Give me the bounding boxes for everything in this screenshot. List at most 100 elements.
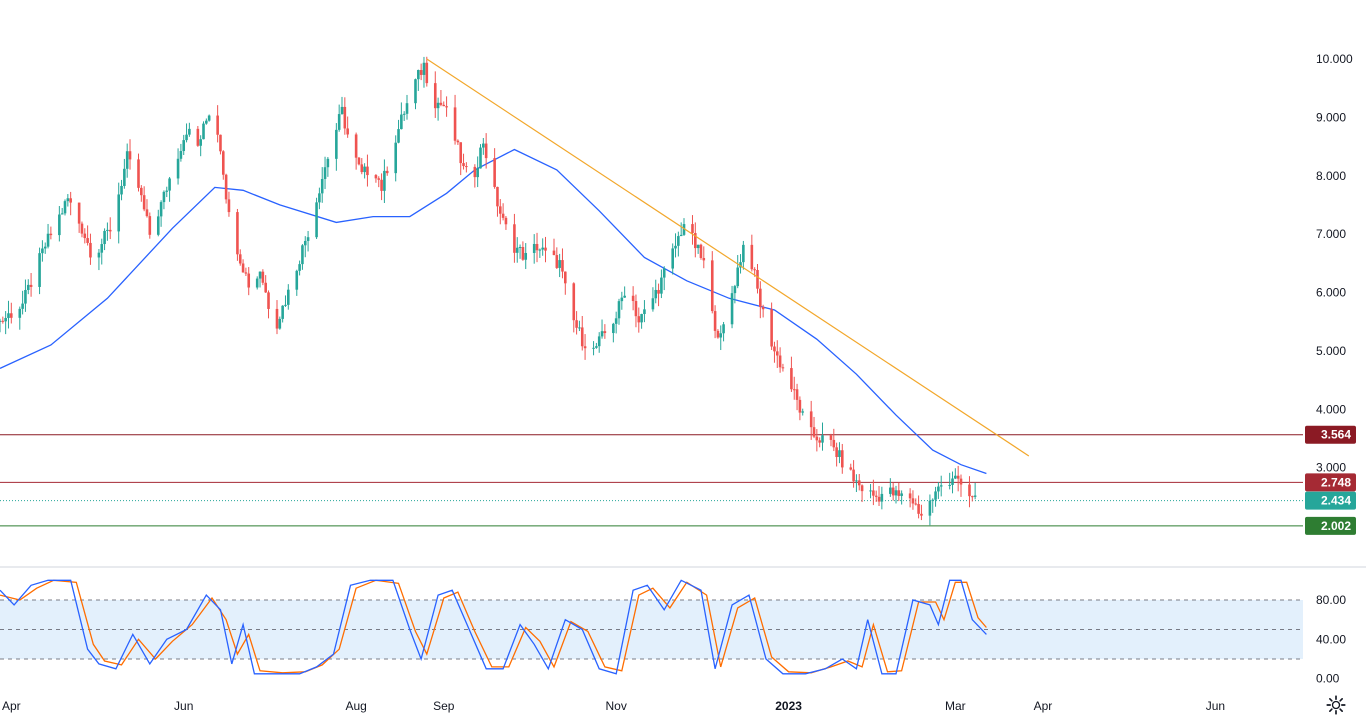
candle[interactable] [637,316,641,323]
price-axis[interactable]: 10.000 9.000 8.000 7.000 6.000 5.000 4.000 3.00… [1316,52,1353,475]
candle[interactable] [188,128,191,135]
candle[interactable] [597,336,601,347]
candle[interactable] [462,163,465,167]
candle[interactable] [914,503,918,505]
candle[interactable] [185,134,188,141]
candle[interactable] [739,262,742,268]
candle[interactable] [535,243,539,251]
candle[interactable] [261,271,265,283]
candle[interactable] [696,244,700,249]
candle[interactable] [662,268,666,278]
candle[interactable] [216,115,219,135]
trendline[interactable] [426,58,1030,457]
candle[interactable] [106,229,109,231]
candle[interactable] [168,178,171,191]
candle[interactable] [781,367,785,369]
candle[interactable] [614,318,618,324]
candle[interactable] [4,317,7,322]
candle[interactable] [623,295,626,298]
candle[interactable] [538,249,542,251]
candle[interactable] [894,490,898,496]
candle[interactable] [117,194,121,232]
candle[interactable] [521,247,525,260]
candle[interactable] [363,166,366,173]
candle[interactable] [561,260,564,272]
candle[interactable] [792,389,796,391]
candle[interactable] [405,103,409,114]
candle[interactable] [255,278,259,288]
candle[interactable] [402,113,406,115]
candle[interactable] [759,288,762,308]
candle[interactable] [524,252,528,260]
candle[interactable] [931,499,935,501]
candle[interactable] [148,216,152,235]
candle[interactable] [108,229,112,232]
candle[interactable] [219,134,222,152]
candle[interactable] [414,79,417,104]
candle[interactable] [869,490,872,492]
candle[interactable] [634,301,638,317]
candle[interactable] [849,467,853,470]
candle[interactable] [660,277,663,294]
candle[interactable] [275,308,279,329]
candle[interactable] [456,140,460,143]
candle[interactable] [733,286,737,294]
candle[interactable] [959,478,963,485]
candle[interactable] [284,304,287,306]
candle[interactable] [60,213,64,215]
candle[interactable] [425,62,429,84]
candle[interactable] [10,313,13,318]
candle[interactable] [855,480,858,482]
candle[interactable] [860,485,864,492]
candle[interactable] [891,487,895,496]
candle[interactable] [343,106,347,129]
candle[interactable] [702,257,706,261]
oscillator-axis[interactable]: 80.00 40.00 0.00 [1316,593,1346,686]
candle[interactable] [971,496,974,498]
candle[interactable] [238,254,242,264]
candle[interactable] [544,247,547,251]
candle[interactable] [691,224,694,234]
candle[interactable] [63,201,67,214]
candle[interactable] [159,202,163,217]
candle[interactable] [267,292,270,309]
candle[interactable] [934,491,937,500]
candle[interactable] [575,320,578,328]
candle[interactable] [592,347,595,349]
candle[interactable] [874,495,878,497]
candle[interactable] [18,308,22,318]
candle[interactable] [303,240,307,246]
candle[interactable] [422,62,426,75]
candle[interactable] [29,284,33,287]
candle[interactable] [385,170,389,174]
candle[interactable] [677,236,680,246]
candle[interactable] [241,263,245,273]
candle[interactable] [298,264,301,271]
candle[interactable] [306,237,310,241]
candle[interactable] [26,284,30,290]
candle[interactable] [583,346,587,349]
candle[interactable] [877,496,881,502]
candle[interactable] [100,244,104,253]
candle[interactable] [97,252,101,258]
candle[interactable] [541,247,544,250]
candle[interactable] [286,289,290,305]
candle[interactable] [948,484,951,486]
candle[interactable] [145,209,149,217]
candle[interactable] [196,128,200,146]
candle[interactable] [400,114,403,130]
candle[interactable] [445,106,448,108]
candle[interactable] [897,490,901,496]
candle[interactable] [920,513,923,516]
candle[interactable] [476,168,479,178]
candle[interactable] [433,83,437,109]
candle[interactable] [872,490,875,496]
candle[interactable] [716,330,720,338]
candle[interactable] [83,233,87,239]
candle[interactable] [857,480,861,486]
candle[interactable] [366,166,369,176]
candle[interactable] [354,134,358,158]
candle[interactable] [815,436,819,441]
candle[interactable] [939,485,943,487]
